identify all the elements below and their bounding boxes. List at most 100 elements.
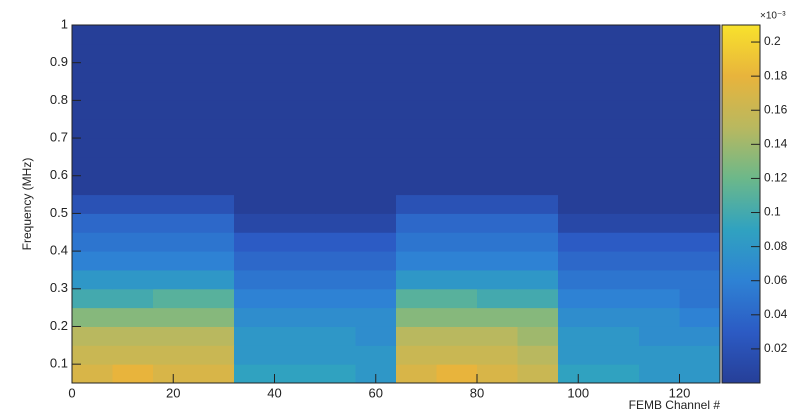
heat-cell <box>517 364 559 384</box>
y-tick-label: 0.3 <box>50 280 68 295</box>
heat-cell <box>598 175 640 196</box>
heat-cell <box>436 251 478 271</box>
heat-cell <box>355 175 397 196</box>
heat-cell <box>679 62 721 83</box>
heat-cell <box>517 138 559 158</box>
heat-cell <box>558 213 599 233</box>
heat-cell <box>193 288 235 309</box>
heat-cell <box>679 288 721 309</box>
x-tick-label: 40 <box>267 385 281 400</box>
heat-cell <box>679 175 721 196</box>
heat-cell <box>72 25 113 45</box>
heat-cell <box>679 251 721 271</box>
heat-cell <box>153 25 194 45</box>
heat-cell <box>234 345 275 365</box>
plot-frame <box>71 24 721 384</box>
heat-cell <box>274 100 316 120</box>
heat-cell <box>558 43 599 64</box>
heat-cell <box>639 269 680 290</box>
heat-cell <box>112 364 154 384</box>
heat-cell <box>234 213 275 233</box>
heat-cell <box>517 175 559 196</box>
heat-cell <box>355 156 397 177</box>
heat-cell <box>112 288 154 309</box>
heat-cell <box>679 43 721 64</box>
heat-cell <box>274 307 316 327</box>
colorbar-tick-label: 0.02 <box>764 341 788 355</box>
heat-cell <box>112 326 154 346</box>
heat-cell <box>436 345 478 365</box>
heat-cell <box>112 62 154 83</box>
heat-cell <box>72 175 113 196</box>
colorbar-label: ×10⁻³ <box>760 11 786 22</box>
heat-cell <box>274 364 316 384</box>
heat-cell <box>477 62 518 83</box>
heat-cell <box>436 194 478 214</box>
heat-cell <box>558 100 599 120</box>
heat-cell <box>517 269 559 290</box>
heat-cell <box>477 25 518 45</box>
heat-cell <box>477 81 518 101</box>
heat-cell <box>517 100 559 120</box>
x-tick-label: 20 <box>166 385 180 400</box>
heat-cell <box>598 269 640 290</box>
heat-cell <box>72 100 113 120</box>
heat-cell <box>639 345 680 365</box>
heat-cell <box>639 326 680 346</box>
heat-cell <box>193 345 235 365</box>
heat-cell <box>679 269 721 290</box>
heat-cell <box>72 326 113 346</box>
heat-cell <box>436 326 478 346</box>
heat-cell <box>598 213 640 233</box>
heat-cell <box>153 307 194 327</box>
heat-cell <box>355 232 397 252</box>
heat-cell <box>72 307 113 327</box>
heat-cell <box>639 81 680 101</box>
heat-cell <box>477 175 518 196</box>
heat-cell <box>112 232 154 252</box>
heat-cell <box>517 307 559 327</box>
heat-cell <box>153 288 194 309</box>
heat-cell <box>679 213 721 233</box>
y-tick-label: 0.2 <box>50 318 68 333</box>
heat-cell <box>679 156 721 177</box>
heat-cell <box>234 364 275 384</box>
heat-cell <box>234 62 275 83</box>
heat-cell <box>598 251 640 271</box>
heat-cell <box>598 119 640 139</box>
heat-cell <box>72 288 113 309</box>
heat-cell <box>477 288 518 309</box>
heat-cell <box>274 156 316 177</box>
heat-cell <box>355 251 397 271</box>
heat-cell <box>234 175 275 196</box>
heat-cell <box>598 25 640 45</box>
heat-cell <box>355 62 397 83</box>
heat-cell <box>396 326 437 346</box>
heat-cell <box>639 175 680 196</box>
heat-cell <box>396 100 437 120</box>
heat-cell <box>72 119 113 139</box>
heat-cell <box>315 100 356 120</box>
heat-cell <box>517 119 559 139</box>
heat-cell <box>598 326 640 346</box>
heat-cell <box>436 62 478 83</box>
heat-cell <box>234 81 275 101</box>
heat-cell <box>639 100 680 120</box>
heat-cell <box>315 138 356 158</box>
heat-cell <box>517 288 559 309</box>
heat-cell <box>598 194 640 214</box>
heat-cell <box>639 288 680 309</box>
heat-cell <box>477 213 518 233</box>
y-tick-label: 0.5 <box>50 205 68 220</box>
heat-cell <box>598 364 640 384</box>
heat-cell <box>112 345 154 365</box>
heat-cell <box>436 100 478 120</box>
heat-cell <box>598 43 640 64</box>
heat-cell <box>153 232 194 252</box>
heat-cell <box>355 345 397 365</box>
heat-cell <box>396 62 437 83</box>
heat-cell <box>153 269 194 290</box>
heat-cell <box>234 307 275 327</box>
heat-cell <box>679 119 721 139</box>
heat-cell <box>355 213 397 233</box>
